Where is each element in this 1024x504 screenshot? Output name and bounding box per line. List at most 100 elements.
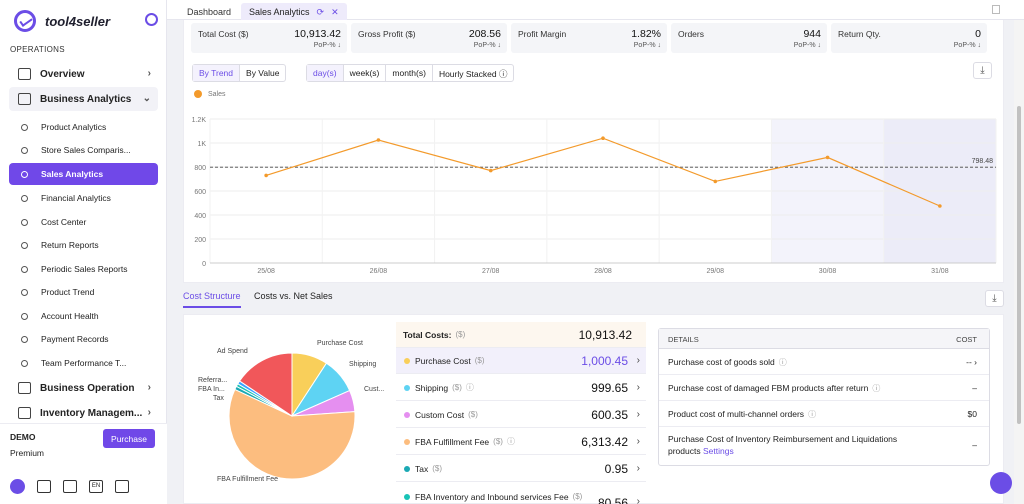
y-tick-label: 0	[202, 261, 206, 268]
mobile-icon[interactable]	[115, 480, 129, 493]
settings-link[interactable]: Settings	[702, 446, 734, 456]
cost-value: 6,313.42	[581, 434, 628, 449]
details-label: Purchase cost of damaged FBM products af…	[668, 383, 869, 393]
help-icon[interactable]: ⓘ	[465, 383, 474, 392]
days-button[interactable]: day(s)	[307, 65, 344, 81]
sales-data-point	[264, 173, 268, 178]
sidebar-subitem-financial-analytics[interactable]: Financial Analytics	[9, 187, 158, 209]
tab-sales-analytics[interactable]: Sales Analytics ⟳ ✕	[241, 3, 347, 20]
sales-data-point	[713, 179, 718, 184]
cost-column-label: COST	[956, 335, 977, 344]
cost-row-fba-inventory[interactable]: FBA Inventory and Inbound services Fee (…	[396, 484, 646, 504]
chevron-right-icon[interactable]: ›	[974, 357, 977, 367]
by-trend-button[interactable]: By Trend	[193, 65, 241, 81]
home-icon	[18, 68, 31, 80]
box-icon	[18, 407, 31, 419]
sidebar-item-label: Overview	[40, 68, 85, 80]
cost-label: Shipping	[415, 382, 449, 393]
cost-dot	[404, 465, 410, 472]
chevron-right-icon: ›	[147, 407, 151, 418]
details-row: Purchase Cost of Inventory Reimbursement…	[659, 427, 989, 467]
details-row: Product cost of multi-channel orders ⓘ $0	[659, 401, 989, 427]
cost-row-tax[interactable]: Tax ($) 0.95 ›	[396, 456, 646, 482]
sidebar-subitem-payment-records[interactable]: Payment Records	[9, 328, 158, 350]
chart-legend[interactable]: Sales	[194, 90, 226, 98]
cost-row-fba-fulfillment[interactable]: FBA Fulfillment Fee ($) ⓘ 6,313.42 ›	[396, 429, 646, 455]
pie-label: Cust...	[364, 386, 385, 393]
details-label: Product cost of multi-channel orders	[668, 409, 805, 419]
sidebar-item-business-operation[interactable]: Business Operation ›	[9, 376, 158, 400]
metric-total-cost: Total Cost ($) 10,913.42 PoP-% ↓	[191, 23, 347, 53]
pie-slice[interactable]	[228, 388, 356, 480]
sidebar-subitem-return-reports[interactable]: Return Reports	[9, 234, 158, 256]
sidebar-item-inventory[interactable]: Inventory Managem... ›	[9, 401, 158, 425]
bullet-icon	[21, 359, 28, 367]
cost-pie-chart	[228, 352, 356, 480]
cost-total-value: 10,913.42	[578, 327, 632, 342]
chevron-right-icon: ›	[636, 496, 640, 504]
sidebar-item-label: Store Sales Comparis...	[41, 145, 131, 155]
tab-costs-vs-net-sales[interactable]: Costs vs. Net Sales	[254, 291, 333, 301]
tab-cost-structure[interactable]: Cost Structure	[183, 291, 241, 308]
sidebar-item-label: Payment Records	[41, 334, 109, 344]
months-button[interactable]: month(s)	[386, 65, 433, 81]
cost-row-purchase[interactable]: Purchase Cost ($) 1,000.45 ›	[396, 348, 646, 374]
cost-row-custom[interactable]: Custom Cost ($) 600.35 ›	[396, 402, 646, 428]
chevron-right-icon: ›	[636, 463, 640, 474]
download-icon[interactable]: ⤓	[973, 62, 992, 79]
details-column-label: DETAILS	[668, 335, 699, 344]
settings-icon[interactable]	[145, 13, 158, 26]
mail-icon[interactable]	[37, 480, 51, 493]
chevron-right-icon: ›	[636, 355, 640, 366]
tab-dashboard[interactable]: Dashboard	[179, 3, 239, 20]
chevron-right-icon: ›	[636, 409, 640, 420]
y-tick-label: 400	[194, 213, 206, 220]
scrollbar[interactable]	[1014, 20, 1024, 504]
metric-value: 208.56	[468, 28, 501, 40]
scrollbar-thumb[interactable]	[1017, 106, 1021, 424]
purchase-button[interactable]: Purchase	[103, 429, 155, 448]
sidebar-subitem-cost-center[interactable]: Cost Center	[9, 211, 158, 233]
sidebar-subitem-product-trend[interactable]: Product Trend	[9, 281, 158, 303]
cost-dot	[404, 494, 410, 500]
sidebar-subitem-sales-analytics[interactable]: Sales Analytics	[9, 163, 158, 185]
sidebar-subitem-account-health[interactable]: Account Health	[9, 305, 158, 327]
cost-total-row: Total Costs: ($) 10,913.42	[396, 322, 646, 348]
cost-row-shipping[interactable]: Shipping ($) ⓘ 999.65 ›	[396, 375, 646, 401]
sidebar-subitem-product-analytics[interactable]: Product Analytics	[9, 116, 158, 138]
bullet-icon	[21, 335, 28, 343]
sidebar-item-overview[interactable]: Overview ›	[9, 62, 158, 86]
hourly-stacked-button[interactable]: Hourly Stacked ⓘ	[433, 65, 514, 81]
by-value-button[interactable]: By Value	[246, 68, 280, 78]
download-icon[interactable]: ⤓	[985, 290, 1004, 307]
details-row: Purchase cost of damaged FBM products af…	[659, 375, 989, 401]
refresh-icon[interactable]: ⟳	[316, 7, 325, 17]
sidebar-subitem-team-performance[interactable]: Team Performance T...	[9, 352, 158, 374]
sidebar-item-label: Account Health	[41, 311, 99, 321]
sidebar-subitem-store-sales[interactable]: Store Sales Comparis...	[9, 139, 158, 161]
logo[interactable]: tool4seller	[14, 10, 110, 32]
chat-support-icon[interactable]	[990, 472, 1012, 494]
close-icon[interactable]: ✕	[331, 7, 339, 17]
chart-icon	[18, 93, 31, 105]
sidebar-subitem-periodic-sales[interactable]: Periodic Sales Reports	[9, 258, 158, 280]
help-icon[interactable]: ⓘ	[808, 410, 817, 419]
y-tick-label: 600	[194, 189, 206, 196]
help-icon[interactable]: ⓘ	[872, 384, 881, 393]
language-icon[interactable]: EN	[89, 480, 103, 493]
sidebar-item-business-analytics[interactable]: Business Analytics ⌄	[9, 87, 158, 111]
cost-dot	[404, 438, 410, 445]
weeks-button[interactable]: week(s)	[344, 65, 387, 81]
pie-slice[interactable]	[238, 352, 293, 417]
details-label: Purchase Cost of Inventory Reimbursement…	[668, 434, 898, 456]
details-value: $0	[967, 409, 977, 419]
download-icon[interactable]	[63, 480, 77, 493]
cost-value: 0.95	[604, 461, 628, 476]
bullet-icon	[21, 123, 28, 131]
bullet-icon	[21, 194, 28, 202]
metric-pop: PoP-% ↓	[953, 42, 981, 49]
trash-icon[interactable]	[992, 5, 1000, 14]
help-icon[interactable]: ⓘ	[506, 437, 515, 446]
help-icon[interactable]: ⓘ	[778, 358, 787, 367]
avatar[interactable]	[10, 479, 25, 494]
